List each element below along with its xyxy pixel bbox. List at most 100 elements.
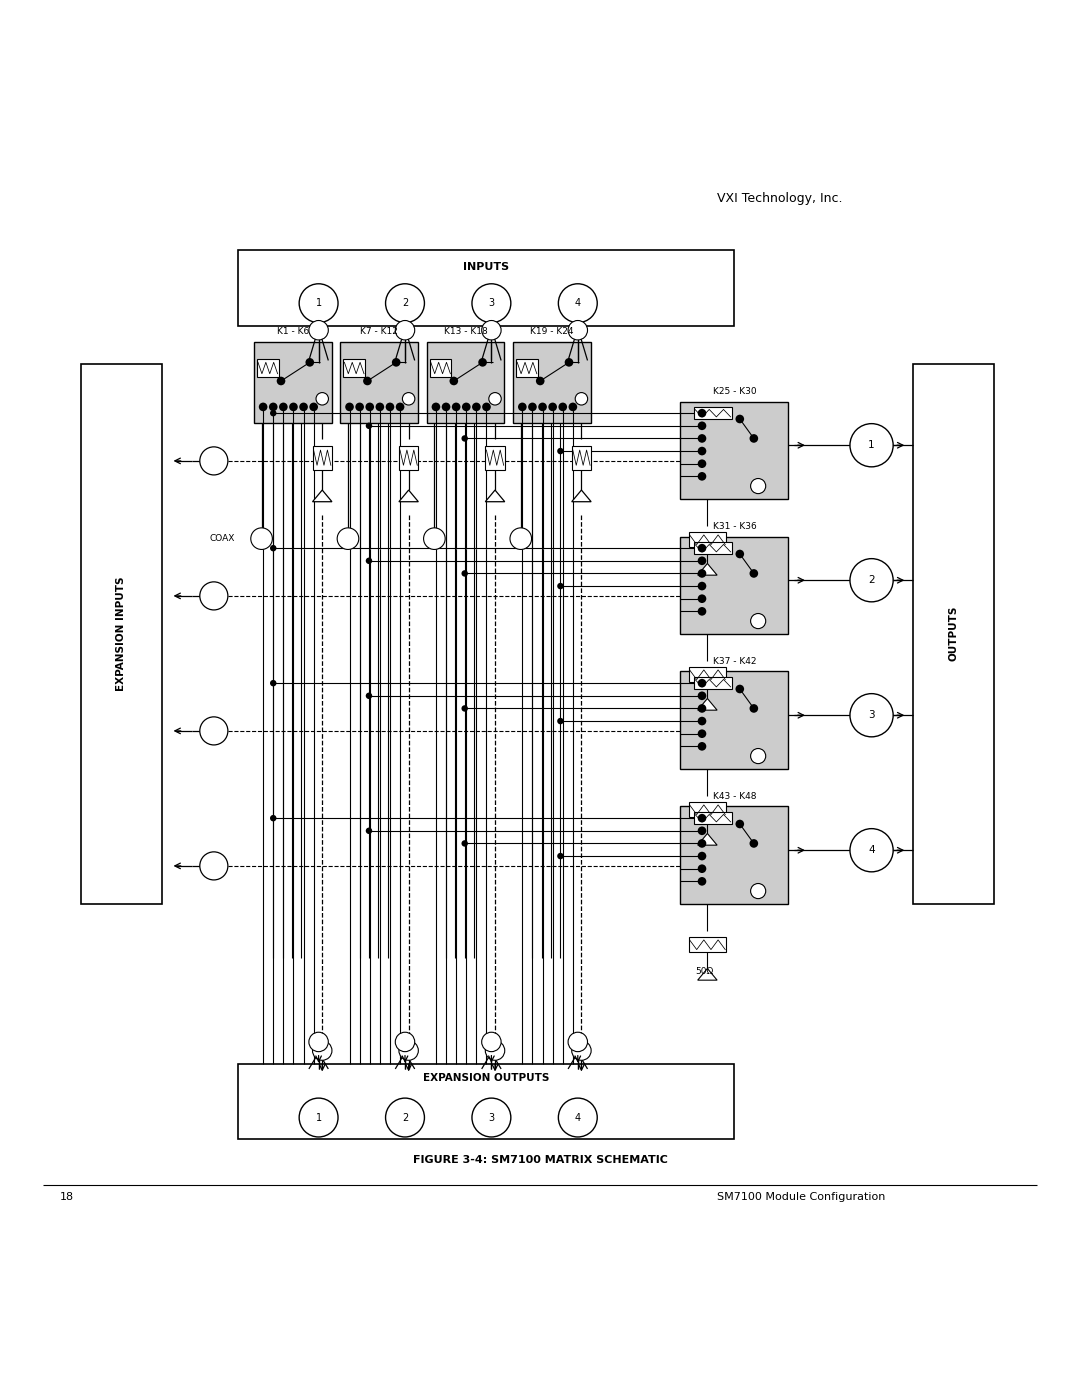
Bar: [513, 342, 591, 423]
Circle shape: [392, 358, 401, 366]
Text: COAX: COAX: [210, 534, 234, 543]
Polygon shape: [312, 490, 332, 502]
Text: FIGURE 3-4: SM7100 MATRIX SCHEMATIC: FIGURE 3-4: SM7100 MATRIX SCHEMATIC: [413, 1155, 667, 1165]
Circle shape: [485, 1041, 504, 1060]
Text: K1 - K6: K1 - K6: [276, 327, 309, 335]
Circle shape: [735, 685, 744, 693]
Circle shape: [750, 434, 758, 443]
Circle shape: [565, 358, 573, 366]
Circle shape: [270, 409, 276, 416]
Bar: [680, 401, 788, 499]
Circle shape: [750, 569, 758, 578]
Circle shape: [528, 402, 537, 411]
Circle shape: [557, 718, 564, 724]
Circle shape: [850, 559, 893, 602]
Circle shape: [251, 528, 272, 549]
Circle shape: [363, 377, 372, 386]
Circle shape: [299, 402, 308, 411]
Circle shape: [698, 827, 706, 835]
Circle shape: [200, 852, 228, 880]
Polygon shape: [399, 490, 418, 502]
Circle shape: [698, 692, 706, 700]
Circle shape: [276, 377, 285, 386]
Text: 1: 1: [868, 440, 875, 450]
Circle shape: [698, 840, 706, 848]
Text: EXPANSION OUTPUTS: EXPANSION OUTPUTS: [422, 1073, 550, 1083]
Circle shape: [289, 402, 298, 411]
Circle shape: [200, 447, 228, 475]
Circle shape: [698, 434, 706, 443]
Circle shape: [698, 581, 706, 591]
Bar: [254, 342, 332, 423]
Circle shape: [698, 742, 706, 750]
Circle shape: [478, 358, 487, 366]
Bar: [689, 802, 727, 817]
Circle shape: [423, 528, 445, 549]
Circle shape: [750, 704, 758, 712]
Text: 3: 3: [488, 1112, 495, 1123]
Text: SM7100 Module Configuration: SM7100 Module Configuration: [717, 1193, 886, 1203]
Polygon shape: [698, 698, 717, 710]
Circle shape: [698, 472, 706, 481]
Circle shape: [461, 436, 468, 441]
Circle shape: [698, 729, 706, 738]
Bar: [343, 359, 365, 377]
Circle shape: [432, 402, 441, 411]
Text: VXI Technology, Inc.: VXI Technology, Inc.: [717, 191, 842, 205]
Bar: [340, 342, 418, 423]
Circle shape: [698, 717, 706, 725]
Text: 2: 2: [402, 1112, 408, 1123]
Text: 1: 1: [315, 298, 322, 309]
Circle shape: [571, 1041, 591, 1060]
Text: INPUTS: INPUTS: [463, 261, 509, 271]
Polygon shape: [485, 490, 504, 502]
Text: OUTPUTS: OUTPUTS: [948, 606, 958, 661]
Bar: [694, 812, 732, 824]
Circle shape: [376, 402, 384, 411]
Circle shape: [403, 393, 415, 405]
Circle shape: [859, 566, 887, 594]
Circle shape: [568, 402, 577, 411]
Bar: [680, 672, 788, 768]
Circle shape: [698, 865, 706, 873]
Circle shape: [299, 284, 338, 323]
Circle shape: [316, 393, 328, 405]
Text: K43 - K48: K43 - K48: [713, 792, 756, 802]
Circle shape: [750, 840, 758, 848]
Text: 50Ω: 50Ω: [696, 967, 713, 977]
Circle shape: [270, 814, 276, 821]
Bar: [238, 250, 734, 326]
Bar: [257, 359, 279, 377]
Circle shape: [557, 448, 564, 454]
Circle shape: [259, 402, 268, 411]
Text: 3: 3: [868, 710, 875, 721]
Circle shape: [850, 828, 893, 872]
Text: K31 - K36: K31 - K36: [713, 522, 756, 531]
Text: K19 - K24: K19 - K24: [530, 327, 573, 335]
Circle shape: [461, 570, 468, 577]
Circle shape: [698, 852, 706, 861]
Bar: [399, 446, 418, 469]
Bar: [694, 542, 732, 555]
Circle shape: [366, 557, 373, 564]
Text: 3: 3: [488, 298, 495, 309]
Circle shape: [735, 820, 744, 828]
Circle shape: [386, 1098, 424, 1137]
Circle shape: [698, 460, 706, 468]
Circle shape: [698, 704, 706, 712]
Bar: [430, 359, 451, 377]
Circle shape: [751, 613, 766, 629]
Circle shape: [859, 837, 887, 865]
Text: 18: 18: [59, 1193, 73, 1203]
Circle shape: [309, 1032, 328, 1052]
Circle shape: [859, 432, 887, 460]
Bar: [312, 446, 332, 469]
Circle shape: [735, 415, 744, 423]
Bar: [680, 536, 788, 634]
Circle shape: [270, 545, 276, 552]
Bar: [694, 678, 732, 689]
Bar: [680, 806, 788, 904]
Circle shape: [735, 549, 744, 559]
Circle shape: [698, 608, 706, 616]
Circle shape: [346, 402, 354, 411]
